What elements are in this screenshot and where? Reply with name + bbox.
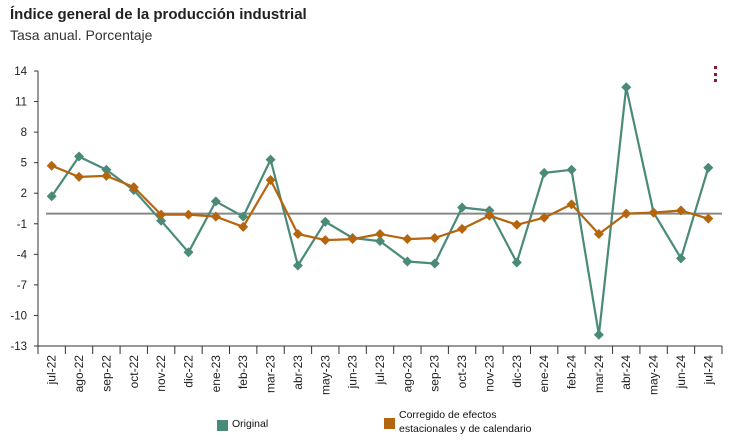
data-point-corregido[interactable] [210, 211, 221, 222]
data-point-corregido[interactable] [46, 160, 57, 171]
data-point-original[interactable] [484, 205, 495, 216]
data-point-corregido[interactable] [265, 174, 276, 185]
series-line-original [50, 86, 710, 336]
data-point-corregido[interactable] [429, 233, 440, 244]
data-point-corregido[interactable] [292, 228, 303, 239]
x-tick-label: jul-22 [45, 355, 59, 386]
chart-subtitle: Tasa anual. Porcentaje [10, 27, 153, 43]
y-tick-label: 8 [21, 127, 27, 139]
y-tick-label: 14 [14, 66, 27, 78]
x-tick-label: abr-24 [619, 355, 633, 390]
data-point-original[interactable] [74, 151, 85, 162]
legend-item-corregido[interactable]: Corregido de efectos estacionales y de c… [384, 408, 532, 436]
x-tick-label: abr-23 [291, 355, 305, 390]
data-point-corregido[interactable] [539, 212, 550, 223]
data-point-corregido[interactable] [457, 223, 468, 234]
legend-label-original: Original [232, 418, 269, 430]
y-tick-label: -10 [10, 310, 27, 322]
data-point-original[interactable] [621, 82, 632, 93]
y-tick-label: -1 [17, 219, 27, 231]
x-tick-label: ene-23 [209, 355, 223, 393]
data-point-corregido[interactable] [621, 208, 632, 219]
data-point-corregido[interactable] [101, 170, 112, 181]
x-tick-label: nov-22 [154, 355, 168, 392]
data-point-original[interactable] [566, 164, 577, 175]
data-point-corregido[interactable] [156, 209, 167, 220]
data-point-corregido[interactable] [238, 221, 249, 232]
x-tick-label: ene-24 [537, 355, 551, 393]
data-point-corregido[interactable] [593, 228, 604, 239]
x-tick-label: mar-24 [592, 355, 606, 393]
data-point-original[interactable] [238, 211, 249, 222]
x-tick-label: sep-22 [99, 355, 113, 392]
legend-item-original[interactable]: Original [217, 418, 268, 431]
legend-label-corregido-line1: Corregido de efectos [399, 409, 497, 421]
legend-swatch-original [217, 420, 228, 431]
x-tick-label: jul-23 [373, 355, 387, 386]
x-tick-label: feb-23 [236, 355, 250, 389]
data-point-corregido[interactable] [128, 182, 139, 193]
x-tick-label: dic-22 [181, 355, 195, 388]
data-point-corregido[interactable] [320, 235, 331, 246]
y-axis-ticks: 14 11 8 5 2 -1 -4 -7 -10 -13 [10, 66, 39, 353]
data-point-corregido[interactable] [566, 199, 577, 210]
data-point-corregido[interactable] [375, 228, 385, 239]
x-tick-label: jun-23 [346, 355, 360, 390]
y-tick-label: 2 [21, 188, 27, 200]
data-point-original[interactable] [320, 216, 331, 227]
data-point-corregido[interactable] [648, 207, 659, 218]
x-tick-label: oct-23 [455, 355, 469, 389]
x-tick-label: ago-23 [400, 355, 414, 393]
x-tick-label: dic-23 [510, 355, 524, 388]
data-point-original[interactable] [156, 215, 167, 226]
data-point-original[interactable] [375, 236, 385, 247]
x-tick-label: may-23 [318, 355, 332, 395]
data-point-original[interactable] [292, 260, 303, 271]
data-point-original[interactable] [265, 154, 276, 165]
data-point-original[interactable] [457, 202, 468, 213]
data-point-original[interactable] [539, 167, 550, 178]
data-point-original[interactable] [402, 256, 413, 267]
x-tick-label: feb-24 [565, 355, 579, 389]
x-tick-label: jul-24 [701, 355, 715, 386]
data-point-corregido[interactable] [675, 205, 686, 216]
data-point-original[interactable] [511, 257, 522, 268]
data-point-corregido[interactable] [511, 219, 522, 230]
x-tick-label: may-24 [647, 355, 661, 395]
data-point-corregido[interactable] [484, 210, 495, 221]
data-point-original[interactable] [703, 162, 714, 173]
x-tick-label: mar-23 [264, 355, 278, 393]
y-tick-label: -7 [17, 280, 27, 292]
x-tick-label: ago-22 [72, 355, 86, 393]
data-point-original[interactable] [675, 253, 686, 264]
data-point-original[interactable] [593, 329, 604, 340]
data-point-original[interactable] [46, 191, 57, 202]
data-point-corregido[interactable] [402, 234, 413, 245]
data-point-original[interactable] [429, 258, 440, 269]
x-axis: jul-22 ago-22 sep-22 oct-22 nov-22 dic-22 ene-… [37, 345, 723, 395]
y-tick-label: 5 [21, 158, 27, 170]
series-group [46, 82, 714, 340]
data-point-corregido[interactable] [703, 213, 714, 224]
data-point-corregido[interactable] [74, 171, 85, 182]
x-tick-label: oct-22 [127, 355, 141, 389]
x-tick-label: jun-24 [674, 355, 688, 390]
y-tick-label: 11 [15, 97, 27, 109]
data-point-original[interactable] [210, 196, 221, 207]
chart-title: Índice general de la producción industri… [10, 6, 307, 23]
more-vertical-icon[interactable] [713, 66, 719, 82]
data-point-original[interactable] [183, 247, 194, 258]
data-point-corregido[interactable] [347, 234, 358, 245]
data-point-corregido[interactable] [183, 209, 194, 220]
y-tick-label: -4 [17, 249, 28, 261]
y-tick-label: -13 [10, 341, 27, 353]
legend-swatch-corregido [384, 418, 395, 429]
data-point-original[interactable] [101, 164, 112, 175]
x-tick-label: nov-23 [482, 355, 496, 392]
x-tick-label: sep-23 [428, 355, 442, 392]
legend-label-corregido-line2: estacionales y de calendario [399, 423, 532, 435]
